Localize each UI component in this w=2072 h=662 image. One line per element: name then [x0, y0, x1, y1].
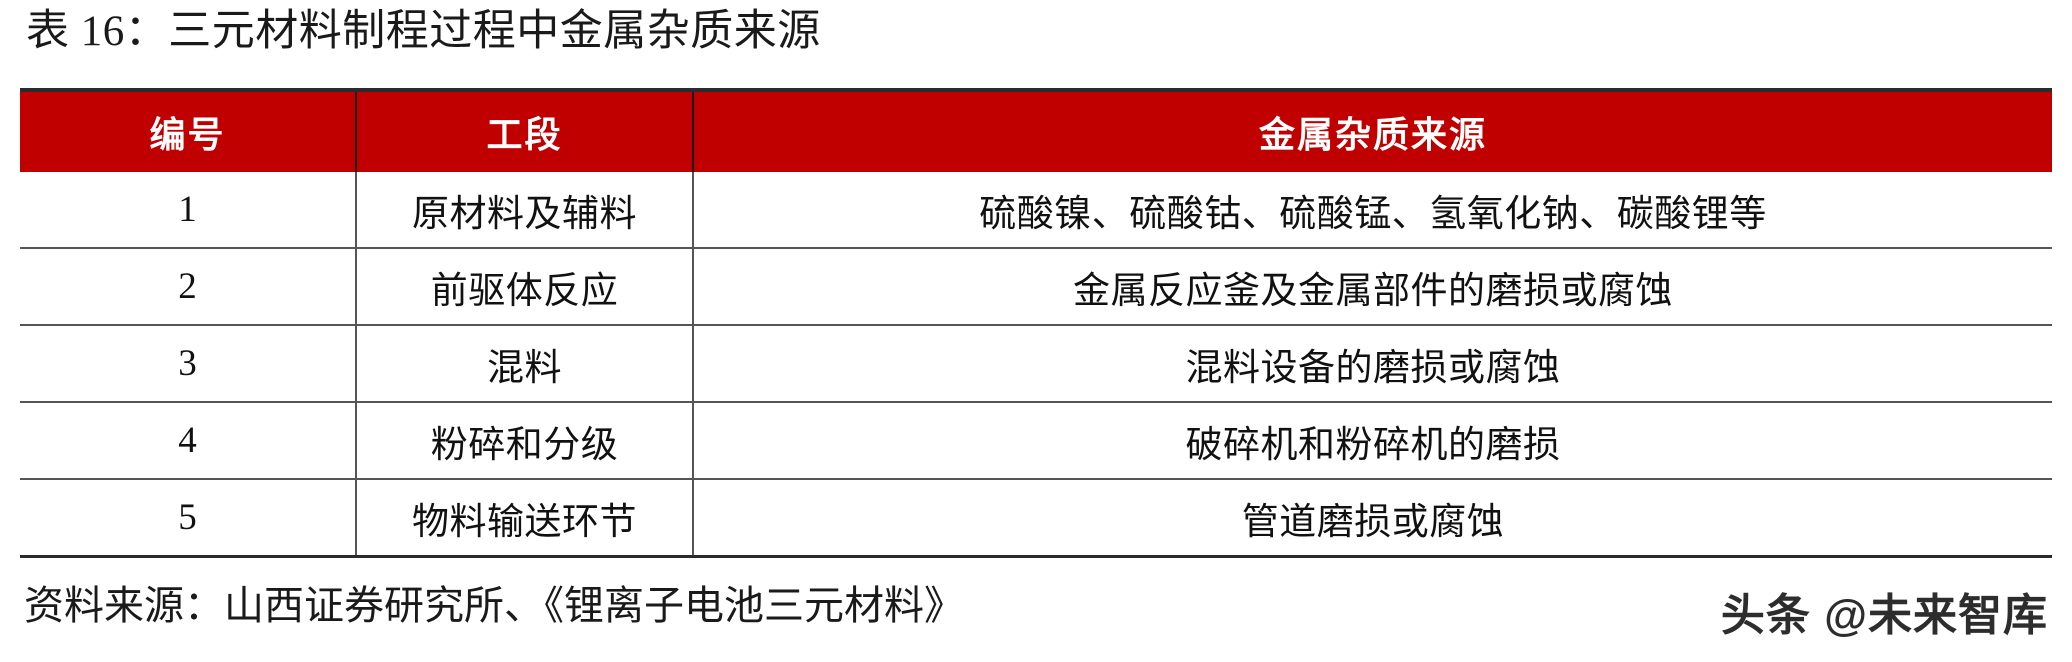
- table-row: 2 前驱体反应 金属反应釜及金属部件的磨损或腐蚀: [20, 247, 2052, 325]
- cell-source: 混料设备的磨损或腐蚀: [693, 324, 2052, 402]
- table-header: 编号 工段 金属杂质来源: [20, 90, 2052, 172]
- table-header-row: 编号 工段 金属杂质来源: [20, 90, 2052, 172]
- cell-stage: 物料输送环节: [356, 478, 694, 557]
- table-row: 1 原材料及辅料 硫酸镍、硫酸钴、硫酸锰、氢氧化钠、碳酸锂等: [20, 172, 2052, 248]
- page-title: 表 16：三元材料制程过程中金属杂质来源: [26, 8, 821, 55]
- impurity-source-table: 编号 工段 金属杂质来源 1 原材料及辅料 硫酸镍、硫酸钴、硫酸锰、氢氧化钠、碳…: [20, 88, 2052, 558]
- table-body: 1 原材料及辅料 硫酸镍、硫酸钴、硫酸锰、氢氧化钠、碳酸锂等 2 前驱体反应 金…: [20, 172, 2052, 557]
- cell-no: 2: [20, 247, 357, 325]
- cell-no: 4: [20, 401, 357, 479]
- cell-stage: 粉碎和分级: [356, 401, 694, 479]
- column-header-source: 金属杂质来源: [1258, 114, 1487, 155]
- cell-no: 1: [20, 172, 357, 248]
- cell-no: 5: [20, 478, 357, 557]
- table-row: 5 物料输送环节 管道磨损或腐蚀: [20, 478, 2052, 557]
- source-note: 资料来源：山西证券研究所、《锂离子电池三元材料》: [24, 583, 964, 628]
- table-row: 3 混料 混料设备的磨损或腐蚀: [20, 324, 2052, 402]
- cell-stage: 混料: [356, 324, 694, 402]
- column-header-stage: 工段: [356, 90, 694, 172]
- cell-source: 金属反应釜及金属部件的磨损或腐蚀: [693, 247, 2052, 325]
- cell-no: 3: [20, 324, 357, 402]
- column-header-no: 编号: [20, 90, 357, 172]
- watermark: 头条 @未来智库: [1720, 591, 2048, 640]
- table-row: 4 粉碎和分级 破碎机和粉碎机的磨损: [20, 401, 2052, 479]
- cell-source: 硫酸镍、硫酸钴、硫酸锰、氢氧化钠、碳酸锂等: [693, 172, 2052, 248]
- cell-source: 破碎机和粉碎机的磨损: [693, 401, 2052, 479]
- cell-stage: 前驱体反应: [356, 247, 694, 325]
- cell-source: 管道磨损或腐蚀: [693, 478, 2052, 557]
- cell-stage: 原材料及辅料: [356, 172, 694, 248]
